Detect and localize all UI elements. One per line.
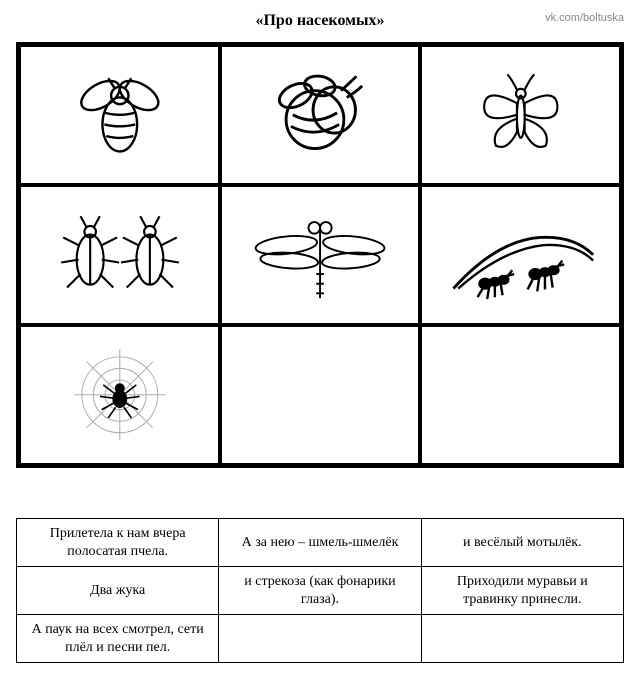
text-cell: А за нею – шмель-шмелёк bbox=[219, 519, 421, 567]
cell-dragonfly bbox=[220, 185, 421, 325]
text-cell: Прилетела к нам вчера полосатая пчела. bbox=[17, 519, 219, 567]
text-cell bbox=[421, 615, 623, 663]
text-cell bbox=[219, 615, 421, 663]
insect-grid bbox=[16, 42, 624, 468]
text-cell: Два жука bbox=[17, 567, 219, 615]
cell-ants bbox=[420, 185, 621, 325]
text-cell: и стрекоза (как фонарики глаза). bbox=[219, 567, 421, 615]
cell-spider bbox=[19, 325, 220, 465]
bumblebee-icon bbox=[262, 57, 378, 173]
cell-empty-2 bbox=[420, 325, 621, 465]
header: «Про насекомых» vk.com/boltuska bbox=[16, 12, 624, 30]
page-title: «Про насекомых» bbox=[255, 12, 384, 30]
text-cell: Приходили муравьи и травинку принесли. bbox=[421, 567, 623, 615]
text-table: Прилетела к нам вчера полосатая пчела. А… bbox=[16, 518, 624, 663]
text-cell: и весёлый мотылёк. bbox=[421, 519, 623, 567]
table-row: А паук на всех смотрел, сети плёл и песн… bbox=[17, 615, 624, 663]
watermark: vk.com/boltuska bbox=[545, 12, 624, 24]
dragonfly-icon bbox=[243, 197, 397, 313]
ants-icon bbox=[439, 197, 603, 313]
cell-bumblebee bbox=[220, 45, 421, 185]
table-row: Прилетела к нам вчера полосатая пчела. А… bbox=[17, 519, 624, 567]
butterfly-icon bbox=[463, 57, 579, 173]
cell-empty-1 bbox=[220, 325, 421, 465]
cell-butterfly bbox=[420, 45, 621, 185]
cell-beetles bbox=[19, 185, 220, 325]
beetles-icon bbox=[42, 197, 196, 313]
table-row: Два жука и стрекоза (как фонарики глаза)… bbox=[17, 567, 624, 615]
text-cell: А паук на всех смотрел, сети плёл и песн… bbox=[17, 615, 219, 663]
bee-icon bbox=[62, 57, 178, 173]
cell-bee bbox=[19, 45, 220, 185]
spider-icon bbox=[62, 337, 178, 453]
